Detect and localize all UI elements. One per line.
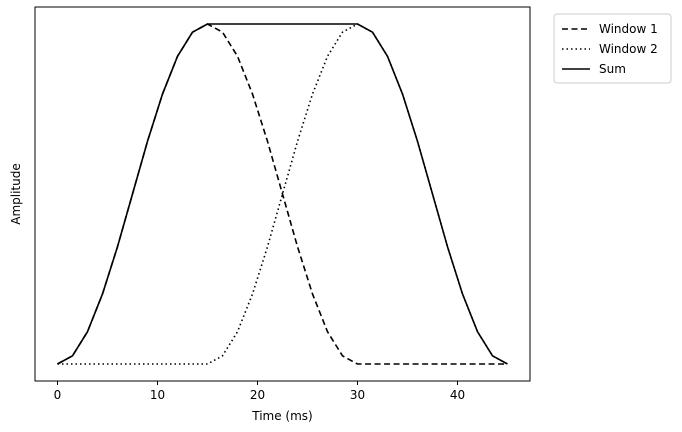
legend-label-1: Window 1 <box>599 22 658 36</box>
legend-label-2: Window 2 <box>599 42 658 56</box>
x-tick-label: 0 <box>54 388 62 402</box>
legend: Window 1 Window 2 Sum <box>553 13 672 84</box>
y-axis-label: Amplitude <box>9 163 23 225</box>
series-line-3 <box>57 23 508 365</box>
x-ticks: 0 10 20 30 40 <box>54 381 465 402</box>
y-axis: Amplitude <box>9 163 23 225</box>
x-tick-label: 40 <box>450 388 465 402</box>
legend-label-3: Sum <box>599 62 626 76</box>
x-axis-label: Time (ms) <box>251 409 313 423</box>
x-tick-label: 30 <box>350 388 365 402</box>
x-tick-label: 20 <box>250 388 265 402</box>
legend-box <box>553 13 672 84</box>
x-tick-label: 10 <box>150 388 165 402</box>
plot-area <box>34 6 531 382</box>
x-axis: 0 10 20 30 40 Time (ms) <box>54 381 465 423</box>
series-layer <box>57 23 508 365</box>
legend-items: Window 1 Window 2 Sum <box>562 22 658 76</box>
